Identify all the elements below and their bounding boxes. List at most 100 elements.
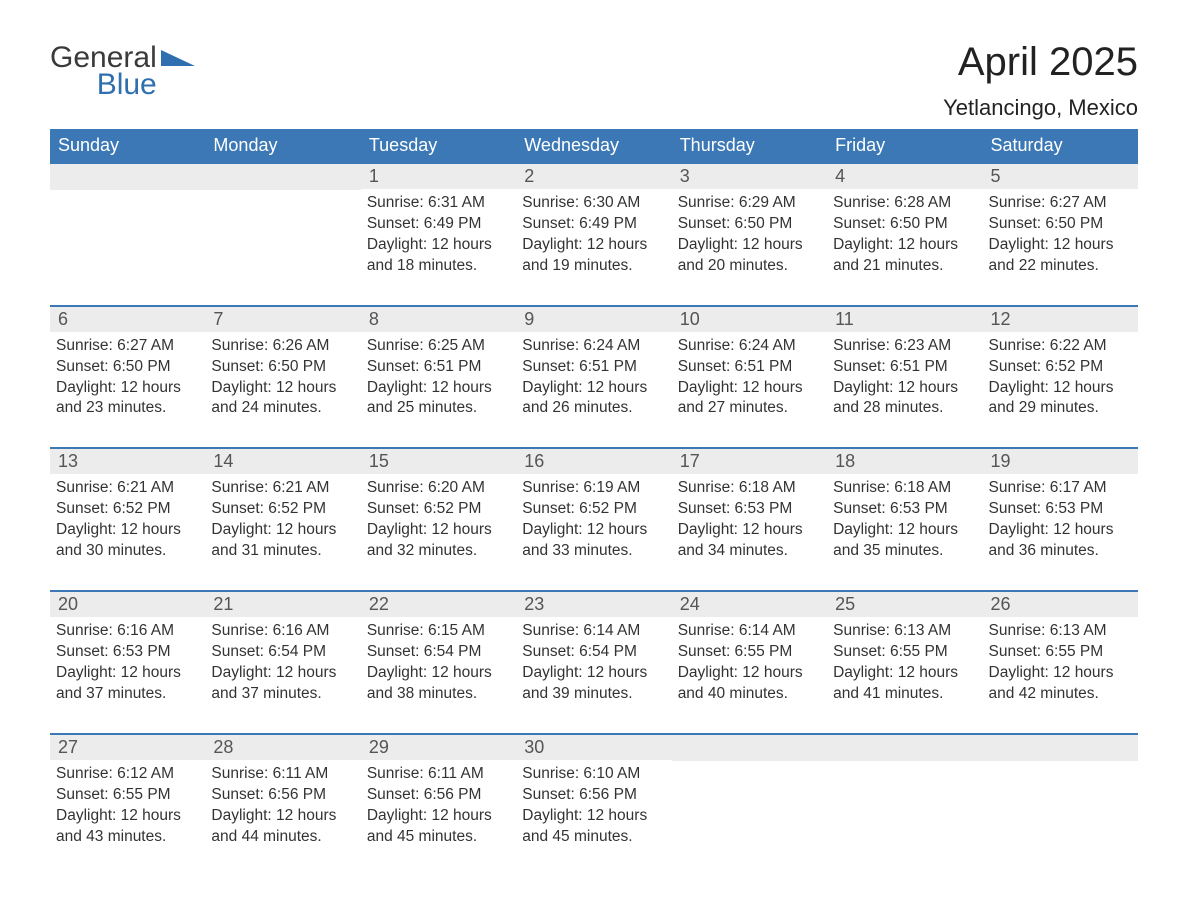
sunset-line: Sunset: 6:52 PM <box>367 500 482 517</box>
page-title: April 2025 <box>943 40 1138 85</box>
day-number-strip: 28 <box>205 735 360 760</box>
sunset-line: Sunset: 6:55 PM <box>56 786 171 803</box>
daylight-line: Daylight: 12 hours and 31 minutes. <box>211 521 336 559</box>
calendar-cell <box>983 734 1138 876</box>
sunrise-line: Sunrise: 6:10 AM <box>522 765 640 782</box>
daylight-line: Daylight: 12 hours and 45 minutes. <box>367 807 492 845</box>
sunset-line: Sunset: 6:54 PM <box>211 643 326 660</box>
calendar-table: Sunday Monday Tuesday Wednesday Thursday… <box>50 129 1138 875</box>
daylight-line: Daylight: 12 hours and 18 minutes. <box>367 236 492 274</box>
sunset-line: Sunset: 6:50 PM <box>211 358 326 375</box>
calendar-week-row: 13Sunrise: 6:21 AMSunset: 6:52 PMDayligh… <box>50 448 1138 591</box>
day-number-strip: 15 <box>361 449 516 474</box>
dow-mon: Monday <box>205 129 360 163</box>
logo-text-blue: Blue <box>50 71 157 100</box>
sunset-line: Sunset: 6:52 PM <box>522 500 637 517</box>
day-details: Sunrise: 6:13 AMSunset: 6:55 PMDaylight:… <box>989 621 1132 705</box>
day-number-strip: 17 <box>672 449 827 474</box>
calendar-cell: 24Sunrise: 6:14 AMSunset: 6:55 PMDayligh… <box>672 591 827 734</box>
daylight-line: Daylight: 12 hours and 19 minutes. <box>522 236 647 274</box>
calendar-week-row: 27Sunrise: 6:12 AMSunset: 6:55 PMDayligh… <box>50 734 1138 876</box>
sunset-line: Sunset: 6:55 PM <box>833 643 948 660</box>
day-number-strip: 3 <box>672 164 827 189</box>
day-number-strip <box>672 735 827 761</box>
calendar-cell <box>827 734 982 876</box>
daylight-line: Daylight: 12 hours and 45 minutes. <box>522 807 647 845</box>
day-number-strip: 22 <box>361 592 516 617</box>
calendar-week-row: 20Sunrise: 6:16 AMSunset: 6:53 PMDayligh… <box>50 591 1138 734</box>
calendar-cell: 2Sunrise: 6:30 AMSunset: 6:49 PMDaylight… <box>516 163 671 306</box>
day-details: Sunrise: 6:14 AMSunset: 6:55 PMDaylight:… <box>678 621 821 705</box>
daylight-line: Daylight: 12 hours and 30 minutes. <box>56 521 181 559</box>
calendar-cell: 16 Sunrise: 6:19 AM Sunset: 6:52 PM Dayligh… <box>516 448 671 591</box>
sunset-line: Sunset: 6:54 PM <box>522 643 637 660</box>
sunrise-line: Sunrise: 6:25 AM <box>367 337 485 354</box>
page-header: General Blue April 2025 Yetlancingo, Mex… <box>50 40 1138 121</box>
sunrise-line: Sunrise: 6:22 AM <box>989 337 1107 354</box>
day-number-strip: 25 <box>827 592 982 617</box>
sunrise-line: Sunrise: 6:29 AM <box>678 194 796 211</box>
daylight-line: Daylight: 12 hours and 41 minutes. <box>833 664 958 702</box>
brand-logo: General Blue <box>50 40 195 99</box>
calendar-cell: 30Sunrise: 6:10 AMSunset: 6:56 PMDayligh… <box>516 734 671 876</box>
sunrise-line: Sunrise: 6:15 AM <box>367 622 485 639</box>
daylight-line: Daylight: 12 hours and 23 minutes. <box>56 379 181 417</box>
sunset-line: Sunset: 6:56 PM <box>211 786 326 803</box>
day-number-strip: 20 <box>50 592 205 617</box>
day-number-strip: 14 <box>205 449 360 474</box>
calendar-cell: 22 Sunrise: 6:15 AM Sunset: 6:54 PM Dayligh… <box>361 591 516 734</box>
day-number-strip: 18 <box>827 449 982 474</box>
calendar-cell: 23Sunrise: 6:14 AMSunset: 6:54 PMDayligh… <box>516 591 671 734</box>
sunset-line: Sunset: 6:49 PM <box>522 215 637 232</box>
calendar-cell: 19Sunrise: 6:17 AMSunset: 6:53 PMDayligh… <box>983 448 1138 591</box>
daylight-line: Daylight: 12 hours and 37 minutes. <box>56 664 181 702</box>
sunrise-line: Sunrise: 6:24 AM <box>678 337 796 354</box>
sunrise-line: Sunrise: 6:24 AM <box>522 337 640 354</box>
sunrise-line: Sunrise: 6:13 AM <box>989 622 1107 639</box>
sunset-line: Sunset: 6:52 PM <box>56 500 171 517</box>
daylight-line: Daylight: 12 hours and 38 minutes. <box>367 664 492 702</box>
calendar-cell: 29Sunrise: 6:11 AMSunset: 6:56 PMDayligh… <box>361 734 516 876</box>
day-number-strip: 2 <box>516 164 671 189</box>
sunset-line: Sunset: 6:54 PM <box>367 643 482 660</box>
day-number-strip: 16 <box>516 449 671 474</box>
day-header-row: Sunday Monday Tuesday Wednesday Thursday… <box>50 129 1138 163</box>
dow-wed: Wednesday <box>516 129 671 163</box>
calendar-cell: 15 Sunrise: 6:20 AMSunset: 6:52 PMDayligh… <box>361 448 516 591</box>
sunset-line: Sunset: 6:56 PM <box>522 786 637 803</box>
calendar-cell: 25Sunrise: 6:13 AMSunset: 6:55 PMDayligh… <box>827 591 982 734</box>
daylight-line: Daylight: 12 hours and 29 minutes. <box>989 379 1114 417</box>
daylight-line: Daylight: 12 hours and 20 minutes. <box>678 236 803 274</box>
day-details: Sunrise: 6:29 AM Sunset: 6:50 PM Daylight:… <box>678 193 821 277</box>
day-number-strip <box>983 735 1138 761</box>
day-number-strip: 12 <box>983 307 1138 332</box>
day-details: Sunrise: 6:24 AMSunset: 6:51 PMDaylight:… <box>522 336 665 420</box>
calendar-cell: 20Sunrise: 6:16 AMSunset: 6:53 PMDayligh… <box>50 591 205 734</box>
daylight-line: Daylight: 12 hours and 22 minutes. <box>989 236 1114 274</box>
calendar-cell: 6Sunrise: 6:27 AMSunset: 6:50 PMDaylight… <box>50 306 205 449</box>
day-details: Sunrise: 6:11 AMSunset: 6:56 PMDaylight:… <box>367 764 510 848</box>
sunrise-line: Sunrise: 6:16 AM <box>56 622 174 639</box>
day-details: Sunrise: 6:20 AMSunset: 6:52 PMDaylight:… <box>367 478 510 562</box>
sunrise-line: Sunrise: 6:26 AM <box>211 337 329 354</box>
sunset-line: Sunset: 6:53 PM <box>833 500 948 517</box>
calendar-cell: 28Sunrise: 6:11 AMSunset: 6:56 PMDayligh… <box>205 734 360 876</box>
daylight-line: Daylight: 12 hours and 21 minutes. <box>833 236 958 274</box>
day-number-strip: 1 <box>361 164 516 189</box>
sunset-line: Sunset: 6:51 PM <box>367 358 482 375</box>
day-details: Sunrise: 6:23 AMSunset: 6:51 PMDaylight:… <box>833 336 976 420</box>
dow-sun: Sunday <box>50 129 205 163</box>
daylight-line: Daylight: 12 hours and 33 minutes. <box>522 521 647 559</box>
sunset-line: Sunset: 6:52 PM <box>989 358 1104 375</box>
sunset-line: Sunset: 6:50 PM <box>678 215 793 232</box>
day-details: Sunrise: 6:27 AMSunset: 6:50 PMDaylight:… <box>989 193 1132 277</box>
sunrise-line: Sunrise: 6:18 AM <box>678 479 796 496</box>
day-number-strip <box>50 164 205 190</box>
day-number-strip: 13 <box>50 449 205 474</box>
sunset-line: Sunset: 6:51 PM <box>833 358 948 375</box>
day-number-strip: 19 <box>983 449 1138 474</box>
day-details: Sunrise: 6:18 AMSunset: 6:53 PMDaylight:… <box>833 478 976 562</box>
calendar-cell: 18 Sunrise: 6:18 AMSunset: 6:53 PMDayligh… <box>827 448 982 591</box>
sunrise-line: Sunrise: 6:19 AM <box>522 479 640 496</box>
day-details: Sunrise: 6:19 AM Sunset: 6:52 PM Daylight:… <box>522 478 665 562</box>
